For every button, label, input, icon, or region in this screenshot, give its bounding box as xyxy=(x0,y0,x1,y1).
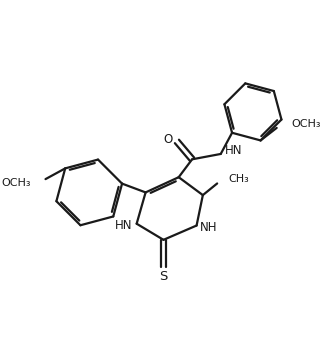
Text: OCH₃: OCH₃ xyxy=(291,119,320,129)
Text: HN: HN xyxy=(224,144,242,157)
Text: O: O xyxy=(163,133,173,146)
Text: S: S xyxy=(159,270,168,283)
Text: HN: HN xyxy=(115,219,133,232)
Text: CH₃: CH₃ xyxy=(228,174,249,184)
Text: OCH₃: OCH₃ xyxy=(2,178,31,188)
Text: NH: NH xyxy=(200,221,218,234)
